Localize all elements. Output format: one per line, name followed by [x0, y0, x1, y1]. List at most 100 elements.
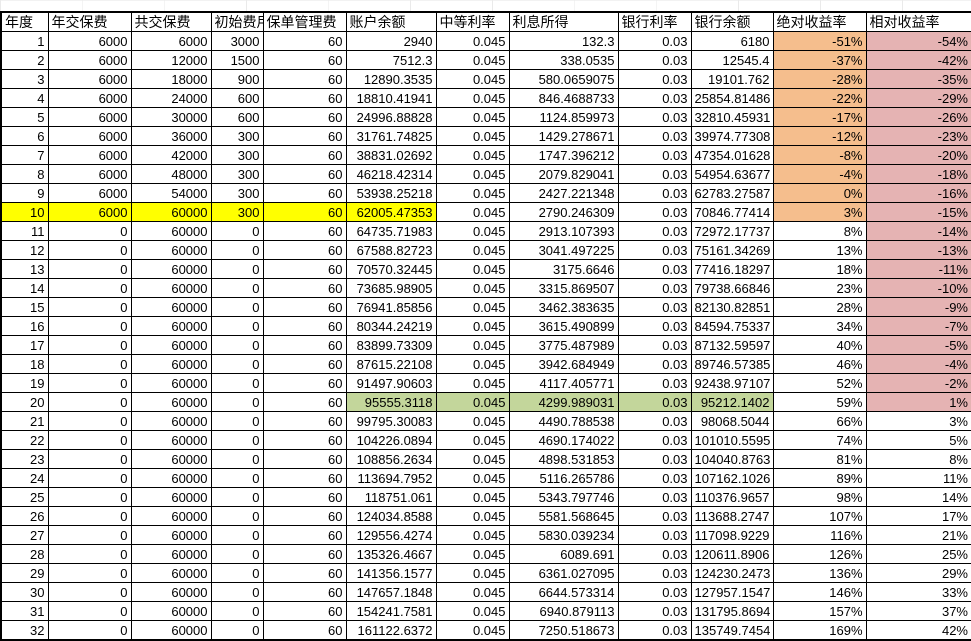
cell-total_premium[interactable]: 24000 [130, 88, 212, 108]
cell-interest[interactable]: 2913.107393 [508, 221, 619, 241]
cell-mid_rate[interactable]: 0.045 [435, 202, 510, 222]
cell-account_bal[interactable]: 7512.3 [345, 50, 437, 70]
cell-mid_rate[interactable]: 0.045 [435, 259, 510, 279]
cell-year[interactable]: 12 [0, 240, 49, 260]
cell-account_bal[interactable]: 108856.2634 [345, 449, 437, 469]
cell-total_premium[interactable]: 60000 [130, 202, 212, 222]
cell-total_premium[interactable]: 60000 [130, 335, 212, 355]
cell-year[interactable]: 25 [0, 487, 49, 507]
cell-interest[interactable]: 1124.859973 [508, 107, 619, 127]
cell-bank_rate[interactable]: 0.03 [617, 411, 692, 431]
cell-rel_return[interactable]: 14% [865, 487, 971, 507]
cell-bank_bal[interactable]: 98068.5044 [690, 411, 774, 431]
cell-year[interactable]: 3 [0, 69, 49, 89]
cell-mid_rate[interactable]: 0.045 [435, 563, 510, 583]
cell-bank_rate[interactable]: 0.03 [617, 88, 692, 108]
cell-account_bal[interactable]: 83899.73309 [345, 335, 437, 355]
cell-admin_fee[interactable]: 60 [262, 601, 347, 621]
cell-admin_fee[interactable]: 60 [262, 145, 347, 165]
cell-rel_return[interactable]: 42% [865, 620, 971, 641]
cell-year[interactable]: 10 [0, 202, 49, 222]
cell-admin_fee[interactable]: 60 [262, 544, 347, 564]
cell-total_premium[interactable]: 60000 [130, 468, 212, 488]
cell-annual_premium[interactable]: 0 [47, 449, 132, 469]
cell-total_premium[interactable]: 60000 [130, 354, 212, 374]
cell-initial_fee[interactable]: 1500 [210, 50, 264, 70]
cell-bank_bal[interactable]: 107162.1026 [690, 468, 774, 488]
cell-abs_return[interactable]: 74% [772, 430, 867, 450]
cell-mid_rate[interactable]: 0.045 [435, 373, 510, 393]
cell-mid_rate[interactable]: 0.045 [435, 145, 510, 165]
cell-bank_bal[interactable]: 75161.34269 [690, 240, 774, 260]
cell-account_bal[interactable]: 70570.32445 [345, 259, 437, 279]
cell-year[interactable]: 16 [0, 316, 49, 336]
cell-year[interactable]: 1 [0, 31, 49, 51]
cell-year[interactable]: 32 [0, 620, 49, 641]
cell-interest[interactable]: 7250.518673 [508, 620, 619, 641]
cell-bank_bal[interactable]: 95212.1402 [690, 392, 774, 412]
cell-annual_premium[interactable]: 0 [47, 392, 132, 412]
cell-mid_rate[interactable]: 0.045 [435, 430, 510, 450]
cell-annual_premium[interactable]: 6000 [47, 31, 132, 51]
cell-bank_bal[interactable]: 135749.7454 [690, 620, 774, 641]
cell-annual_premium[interactable]: 6000 [47, 164, 132, 184]
cell-annual_premium[interactable]: 6000 [47, 202, 132, 222]
cell-admin_fee[interactable]: 60 [262, 183, 347, 203]
cell-mid_rate[interactable]: 0.045 [435, 31, 510, 51]
cell-rel_return[interactable]: 1% [865, 392, 971, 412]
cell-admin_fee[interactable]: 60 [262, 221, 347, 241]
cell-year[interactable]: 17 [0, 335, 49, 355]
cell-admin_fee[interactable]: 60 [262, 240, 347, 260]
cell-annual_premium[interactable]: 0 [47, 563, 132, 583]
cell-admin_fee[interactable]: 60 [262, 335, 347, 355]
cell-account_bal[interactable]: 73685.98905 [345, 278, 437, 298]
cell-initial_fee[interactable]: 3000 [210, 31, 264, 51]
cell-rel_return[interactable]: -20% [865, 145, 971, 165]
cell-rel_return[interactable]: 8% [865, 449, 971, 469]
cell-account_bal[interactable]: 62005.47353 [345, 202, 437, 222]
cell-account_bal[interactable]: 161122.6372 [345, 620, 437, 641]
cell-bank_bal[interactable]: 6180 [690, 31, 774, 51]
cell-year[interactable]: 11 [0, 221, 49, 241]
cell-abs_return[interactable]: -17% [772, 107, 867, 127]
cell-initial_fee[interactable]: 600 [210, 107, 264, 127]
cell-interest[interactable]: 338.0535 [508, 50, 619, 70]
cell-total_premium[interactable]: 60000 [130, 240, 212, 260]
cell-annual_premium[interactable]: 0 [47, 335, 132, 355]
cell-admin_fee[interactable]: 60 [262, 373, 347, 393]
cell-initial_fee[interactable]: 300 [210, 202, 264, 222]
cell-annual_premium[interactable]: 0 [47, 354, 132, 374]
cell-rel_return[interactable]: -54% [865, 31, 971, 51]
cell-total_premium[interactable]: 54000 [130, 183, 212, 203]
cell-total_premium[interactable]: 42000 [130, 145, 212, 165]
cell-account_bal[interactable]: 91497.90603 [345, 373, 437, 393]
cell-year[interactable]: 19 [0, 373, 49, 393]
cell-annual_premium[interactable]: 0 [47, 373, 132, 393]
column-header-bank_bal[interactable]: 银行余额 [690, 11, 774, 32]
cell-bank_bal[interactable]: 124230.2473 [690, 563, 774, 583]
cell-bank_rate[interactable]: 0.03 [617, 69, 692, 89]
cell-admin_fee[interactable]: 60 [262, 107, 347, 127]
cell-bank_rate[interactable]: 0.03 [617, 449, 692, 469]
cell-account_bal[interactable]: 24996.88828 [345, 107, 437, 127]
cell-bank_bal[interactable]: 72972.17737 [690, 221, 774, 241]
cell-initial_fee[interactable]: 0 [210, 354, 264, 374]
cell-initial_fee[interactable]: 0 [210, 525, 264, 545]
cell-abs_return[interactable]: 3% [772, 202, 867, 222]
cell-total_premium[interactable]: 60000 [130, 563, 212, 583]
cell-bank_bal[interactable]: 101010.5595 [690, 430, 774, 450]
cell-annual_premium[interactable]: 6000 [47, 107, 132, 127]
cell-mid_rate[interactable]: 0.045 [435, 392, 510, 412]
cell-abs_return[interactable]: 13% [772, 240, 867, 260]
cell-rel_return[interactable]: -16% [865, 183, 971, 203]
cell-year[interactable]: 6 [0, 126, 49, 146]
cell-initial_fee[interactable]: 900 [210, 69, 264, 89]
cell-initial_fee[interactable]: 0 [210, 259, 264, 279]
cell-bank_rate[interactable]: 0.03 [617, 430, 692, 450]
cell-initial_fee[interactable]: 0 [210, 240, 264, 260]
cell-bank_rate[interactable]: 0.03 [617, 50, 692, 70]
cell-admin_fee[interactable]: 60 [262, 31, 347, 51]
cell-account_bal[interactable]: 67588.82723 [345, 240, 437, 260]
cell-total_premium[interactable]: 36000 [130, 126, 212, 146]
cell-rel_return[interactable]: -4% [865, 354, 971, 374]
